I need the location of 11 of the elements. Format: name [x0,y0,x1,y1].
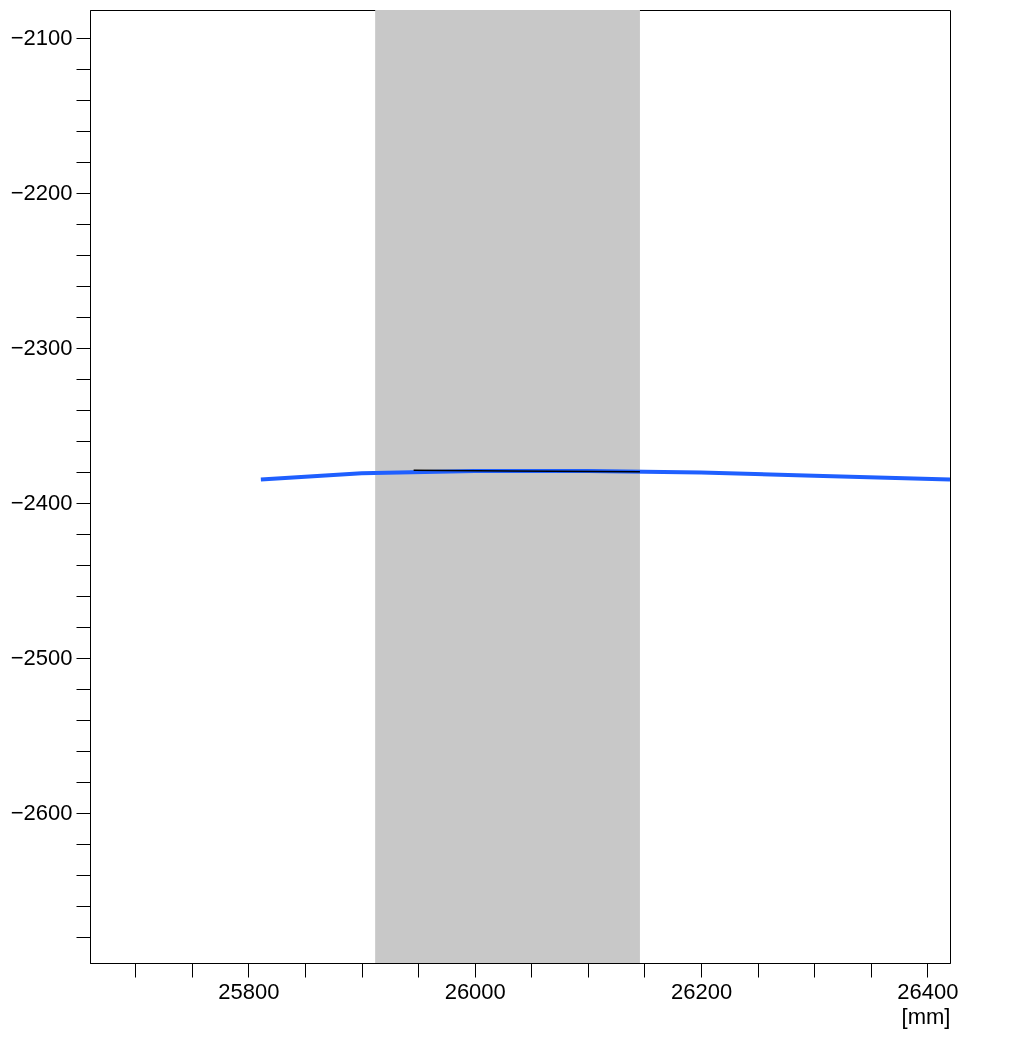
y-tick-label: −2600 [10,800,73,826]
y-tick-label: −2200 [10,180,73,206]
x-tick-label: 26400 [897,978,959,1004]
x-tick-label: 26200 [670,978,733,1004]
x-axis-title: [mm] [901,1003,951,1029]
y-tick-label: −2400 [10,490,73,516]
y-tick-label: −2500 [10,645,73,671]
x-tick-label: 25800 [218,978,280,1004]
y-tick-label: −2100 [10,25,73,51]
y-tick-label: −2300 [10,335,73,361]
x-tick-label: 26000 [444,978,506,1004]
